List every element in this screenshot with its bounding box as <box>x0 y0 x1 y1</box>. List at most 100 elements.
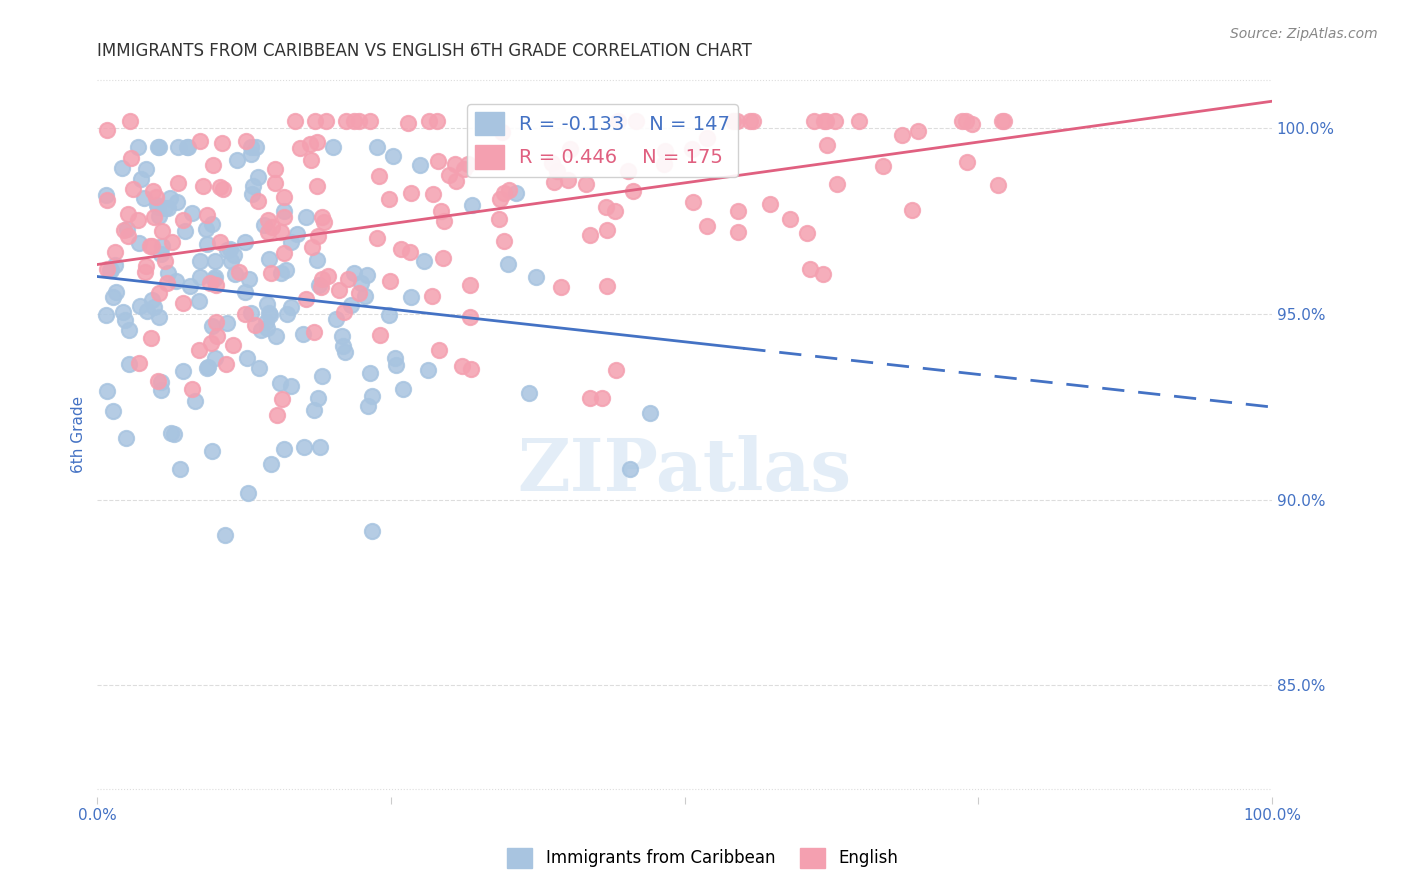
Point <box>242 179 264 194</box>
Legend: R = -0.133    N = 147, R = 0.446    N = 175: R = -0.133 N = 147, R = 0.446 N = 175 <box>467 103 738 177</box>
Point <box>115 222 138 236</box>
Point <box>359 366 381 380</box>
Point <box>316 269 339 284</box>
Point <box>796 227 818 241</box>
Point <box>738 113 761 128</box>
Point <box>159 190 181 204</box>
Point <box>187 293 209 308</box>
Y-axis label: 6th Grade: 6th Grade <box>72 396 86 473</box>
Point <box>439 168 461 182</box>
Point <box>617 164 640 178</box>
Point <box>360 524 382 538</box>
Point <box>336 272 359 286</box>
Point <box>135 259 157 273</box>
Point <box>257 225 280 239</box>
Point <box>575 177 598 191</box>
Point <box>96 187 118 202</box>
Point <box>312 215 335 229</box>
Point <box>384 358 406 372</box>
Point <box>595 200 617 214</box>
Point <box>270 226 292 240</box>
Point <box>166 176 188 190</box>
Point <box>120 113 142 128</box>
Point <box>219 254 242 268</box>
Point <box>378 192 401 206</box>
Point <box>209 235 232 249</box>
Point <box>179 278 201 293</box>
Point <box>200 336 222 351</box>
Point <box>239 146 262 161</box>
Point <box>433 213 456 227</box>
Point <box>496 257 519 271</box>
Point <box>301 240 323 254</box>
Point <box>550 280 572 294</box>
Point <box>273 210 295 224</box>
Point <box>332 339 354 353</box>
Point <box>228 265 250 279</box>
Point <box>950 113 973 128</box>
Point <box>956 154 979 169</box>
Point <box>260 457 283 471</box>
Point <box>259 308 281 322</box>
Point <box>176 139 198 153</box>
Point <box>240 187 263 202</box>
Point <box>127 213 149 227</box>
Point <box>148 310 170 324</box>
Point <box>117 207 139 221</box>
Point <box>426 113 449 128</box>
Point <box>120 151 142 165</box>
Point <box>193 178 215 193</box>
Point <box>146 374 169 388</box>
Point <box>172 296 194 310</box>
Point <box>308 278 330 293</box>
Point <box>280 300 302 314</box>
Point <box>143 210 166 224</box>
Point <box>444 157 467 171</box>
Point <box>162 426 184 441</box>
Point <box>136 304 159 318</box>
Point <box>172 364 194 378</box>
Point <box>276 263 298 277</box>
Point <box>195 208 218 222</box>
Point <box>150 246 173 260</box>
Point <box>148 139 170 153</box>
Point <box>727 225 749 239</box>
Point <box>955 113 977 128</box>
Point <box>461 198 484 212</box>
Text: ZIPatlas: ZIPatlas <box>517 435 852 507</box>
Point <box>343 113 366 128</box>
Point <box>235 351 257 365</box>
Point <box>201 158 224 172</box>
Point <box>141 331 163 345</box>
Point <box>256 297 278 311</box>
Point <box>236 485 259 500</box>
Point <box>240 306 263 320</box>
Point <box>333 305 356 319</box>
Point <box>238 272 260 286</box>
Point <box>399 290 422 304</box>
Point <box>302 326 325 340</box>
Point <box>725 113 748 128</box>
Point <box>596 223 619 237</box>
Point <box>815 113 838 128</box>
Point <box>444 173 467 187</box>
Point <box>96 193 118 207</box>
Point <box>128 236 150 251</box>
Point <box>96 122 118 136</box>
Point <box>169 461 191 475</box>
Point <box>546 163 568 178</box>
Point <box>177 139 200 153</box>
Point <box>156 266 179 280</box>
Point <box>901 202 924 217</box>
Point <box>284 113 307 128</box>
Point <box>135 162 157 177</box>
Point <box>413 254 436 268</box>
Point <box>150 383 173 397</box>
Point <box>418 362 440 376</box>
Point <box>141 293 163 308</box>
Point <box>246 194 269 208</box>
Point <box>367 169 389 183</box>
Point <box>264 161 287 176</box>
Point <box>195 237 218 252</box>
Point <box>696 219 718 233</box>
